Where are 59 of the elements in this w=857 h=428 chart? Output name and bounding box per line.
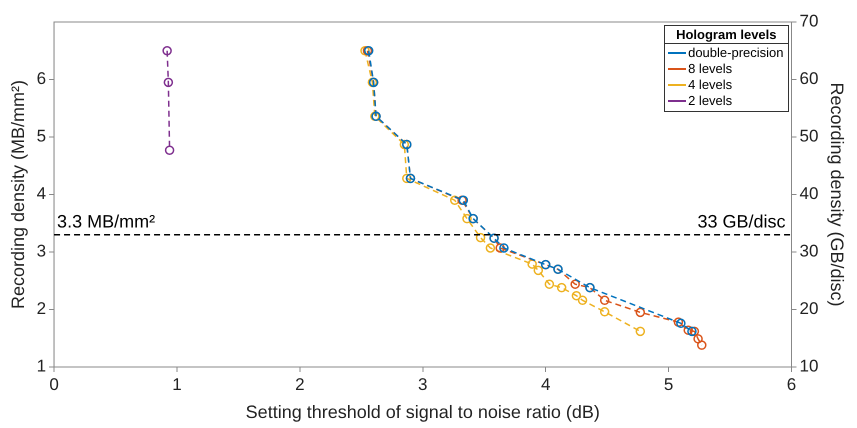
y-tick-label: 3	[36, 242, 46, 261]
x-tick-label: 4	[540, 374, 550, 394]
y2-tick-label: 20	[799, 299, 818, 318]
point	[462, 214, 472, 224]
point	[636, 308, 646, 318]
point	[674, 317, 684, 327]
legend-label: double-precision	[688, 45, 784, 61]
point	[360, 46, 370, 56]
y2-tick-label: 70	[799, 12, 818, 31]
y-tick-label: 2	[36, 299, 46, 318]
point	[684, 325, 693, 335]
y-tick-label: 4	[36, 184, 46, 204]
y2-tick-label: 50	[799, 126, 818, 146]
y-tick-label: 5	[36, 126, 46, 146]
legend-label: 4 levels	[688, 77, 732, 93]
x-tick-label: 3	[418, 374, 428, 394]
y2-tick-label: 40	[799, 184, 818, 204]
point	[570, 279, 580, 289]
point	[162, 46, 172, 56]
point	[600, 296, 610, 306]
point	[534, 266, 544, 276]
annotation: 33 GB/disc	[697, 212, 786, 232]
legend-label: 2 levels	[688, 93, 732, 109]
point	[636, 326, 646, 336]
point	[495, 243, 505, 253]
y2-axis-title: Recording density (GB/disc)	[827, 82, 848, 307]
point	[164, 145, 174, 155]
point	[402, 174, 412, 184]
x-tick-label: 1	[172, 374, 182, 394]
point	[400, 140, 410, 150]
x-axis-title: Setting threshold of signal to noise ratio (dB)	[246, 402, 600, 422]
x-tick-label: 5	[664, 374, 674, 394]
y2-tick-label: 30	[799, 242, 818, 261]
point	[572, 290, 582, 300]
y2-tick-label: 60	[799, 69, 818, 88]
legend-label: 8 levels	[688, 61, 732, 77]
x-tick-label: 2	[295, 374, 305, 394]
legend-title: Hologram levels	[665, 27, 788, 44]
point	[544, 279, 554, 289]
point	[687, 326, 697, 336]
y-tick-label: 6	[36, 69, 46, 88]
point	[499, 243, 509, 253]
x-tick-label: 0	[49, 374, 59, 394]
point	[600, 307, 610, 317]
point	[556, 282, 566, 292]
point	[486, 243, 496, 253]
x-tick-label: 6	[786, 374, 796, 394]
point	[676, 318, 686, 328]
point	[693, 334, 703, 344]
y-axis-title: Recording density (MB/mm²)	[8, 80, 28, 310]
point	[527, 259, 537, 269]
y-tick-label: 1	[36, 356, 46, 376]
y2-tick-label: 10	[799, 356, 818, 376]
point	[690, 326, 700, 336]
point	[697, 340, 707, 350]
ref-line-label: 3.3 MB/mm²	[57, 212, 156, 232]
point	[476, 232, 486, 242]
point	[164, 78, 174, 88]
point	[578, 296, 588, 306]
